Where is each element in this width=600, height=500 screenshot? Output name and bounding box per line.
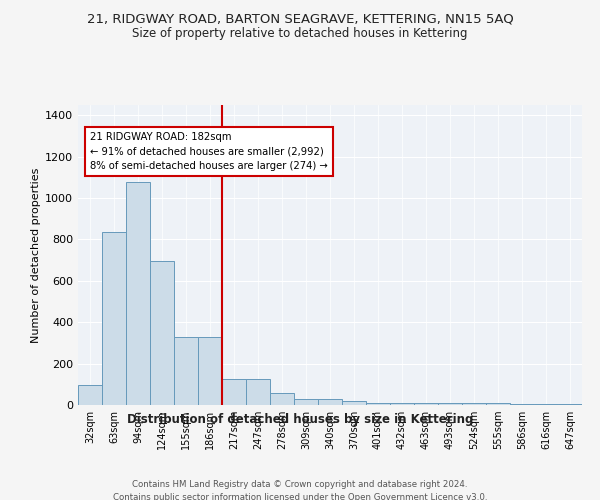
Bar: [414, 403, 438, 405]
Bar: [438, 403, 462, 405]
Text: 21, RIDGWAY ROAD, BARTON SEAGRAVE, KETTERING, NN15 5AQ: 21, RIDGWAY ROAD, BARTON SEAGRAVE, KETTE…: [86, 12, 514, 26]
Text: Contains HM Land Registry data © Crown copyright and database right 2024.
Contai: Contains HM Land Registry data © Crown c…: [113, 480, 487, 500]
Bar: [558, 404, 582, 405]
Bar: [342, 401, 366, 405]
Bar: [462, 404, 486, 405]
Bar: [270, 392, 294, 405]
Bar: [174, 336, 198, 405]
Bar: [534, 404, 558, 405]
Bar: [486, 404, 510, 405]
Bar: [366, 402, 390, 405]
Text: Size of property relative to detached houses in Kettering: Size of property relative to detached ho…: [132, 28, 468, 40]
Bar: [126, 182, 150, 405]
Bar: [510, 404, 534, 405]
Bar: [198, 336, 222, 405]
Bar: [318, 399, 342, 405]
Bar: [78, 386, 102, 405]
Bar: [102, 232, 126, 405]
Bar: [150, 261, 174, 405]
Bar: [294, 399, 318, 405]
Y-axis label: Number of detached properties: Number of detached properties: [31, 168, 41, 342]
Bar: [222, 379, 246, 405]
Text: Distribution of detached houses by size in Kettering: Distribution of detached houses by size …: [127, 412, 473, 426]
Text: 21 RIDGWAY ROAD: 182sqm
← 91% of detached houses are smaller (2,992)
8% of semi-: 21 RIDGWAY ROAD: 182sqm ← 91% of detache…: [90, 132, 328, 172]
Bar: [390, 402, 414, 405]
Bar: [246, 379, 270, 405]
